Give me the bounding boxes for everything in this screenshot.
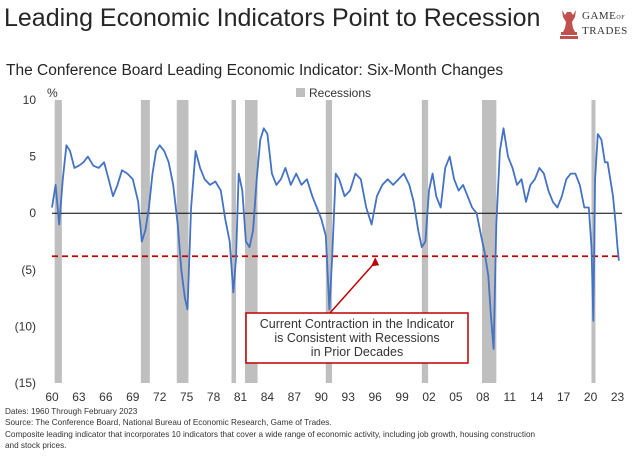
x-tick-label: 78 [207, 390, 221, 404]
x-tick-label: 87 [288, 390, 302, 404]
recession-band-0 [54, 100, 62, 383]
annotation-arrow-line [329, 261, 376, 314]
y-tick-label: (10) [15, 319, 36, 333]
y-tick-label: (15) [15, 376, 36, 390]
x-tick-label: 11 [504, 390, 517, 404]
footer-source: Source: The Conference Board, National B… [5, 418, 332, 427]
logo-wordmark: GAMEOF TRADES [582, 10, 628, 37]
recession-band-5 [325, 100, 333, 383]
footer-dates: Dates: 1960 Through February 2023 [5, 407, 138, 416]
x-tick-label: 99 [395, 390, 409, 404]
recession-band-1 [140, 100, 150, 383]
annotation-text-line: Current Contraction in the Indicator [260, 317, 455, 331]
x-tick-label: 72 [153, 390, 167, 404]
chart-title: The Conference Board Leading Economic In… [6, 62, 504, 79]
x-tick-label: 63 [72, 390, 86, 404]
bull-chess-piece-icon [560, 10, 578, 39]
x-tick-label: 69 [126, 390, 140, 404]
x-tick-label: 75 [180, 390, 194, 404]
y-tick-label: 10 [23, 93, 37, 107]
headline: Leading Economic Indicators Point to Rec… [4, 4, 541, 32]
y-tick-label: 5 [29, 150, 36, 164]
x-tick-label: 02 [422, 390, 436, 404]
recession-band-3 [231, 100, 237, 383]
x-tick-label: 93 [342, 390, 356, 404]
y-tick-label: 0 [29, 206, 36, 220]
x-tick-label: 20 [584, 390, 598, 404]
footer-note-line2: and stock prices. [5, 441, 67, 450]
x-tick-label: 05 [449, 390, 463, 404]
recession-band-2 [176, 100, 189, 383]
x-tick-label: 17 [557, 390, 571, 404]
footer-note-line1: Composite leading indicator that incorpo… [5, 430, 536, 439]
lei-series-line [51, 127, 620, 350]
y-axis-unit: % [47, 86, 58, 100]
x-tick-label: 96 [368, 390, 382, 404]
annotation-box [245, 312, 469, 364]
x-tick-label: 60 [45, 390, 59, 404]
x-tick-label: 81 [234, 390, 248, 404]
x-tick-label: 14 [530, 390, 544, 404]
x-tick-label: 84 [261, 390, 275, 404]
x-tick-label: 66 [99, 390, 113, 404]
legend-label: Recessions [309, 86, 371, 100]
annotation-text-line: in Prior Decades [311, 345, 403, 359]
recession-band-7 [481, 100, 497, 383]
legend-swatch [296, 88, 305, 97]
x-tick-label: 08 [476, 390, 490, 404]
y-tick-label: (5) [21, 263, 36, 277]
annotation-text-line: is Consistent with Recessions [274, 331, 439, 345]
x-tick-label: 23 [611, 390, 625, 404]
x-tick-label: 90 [315, 390, 329, 404]
lei-chart: 10 5 0 (5) (10) (15)% 60 63 66 69 72 75 78 81 84 87 90 93… [15, 86, 625, 404]
annotation-arrowhead [371, 257, 380, 267]
game-of-trades-logo: GAMEOF TRADES [558, 4, 636, 44]
